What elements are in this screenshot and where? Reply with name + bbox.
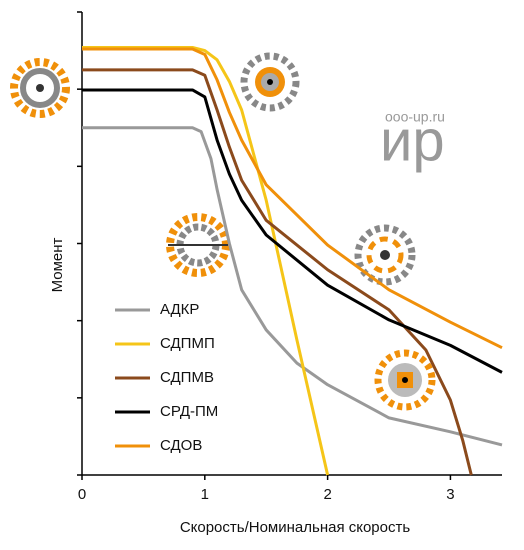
x-tick-label: 1 [201,486,209,503]
x-tick-label: 3 [446,486,454,503]
motor-icon [374,349,436,411]
y-axis-label: Момент [49,237,66,292]
legend-label: СДОВ [160,437,202,454]
series-line [82,68,473,476]
watermark-logo: ир [380,108,445,173]
series-line [82,88,503,374]
x-tick-label: 0 [78,486,86,503]
motor-icon [10,58,70,118]
series-line [82,126,503,447]
x-axis-label: Скорость/Номинальная скорость [180,519,411,536]
legend-label: АДКР [160,301,199,318]
legend-label: СРД-ПМ [160,403,218,420]
legend-label: СДПМВ [160,369,214,386]
series-line [82,45,330,476]
x-tick-label: 2 [323,486,331,503]
series-line [82,47,503,350]
legend-label: СДПМП [160,335,215,352]
watermark-url: ooo-up.ru [385,109,445,125]
motor-icons [10,52,436,411]
motor-icon [240,52,300,112]
motor-icon [166,213,230,277]
motor-icon [354,224,416,286]
